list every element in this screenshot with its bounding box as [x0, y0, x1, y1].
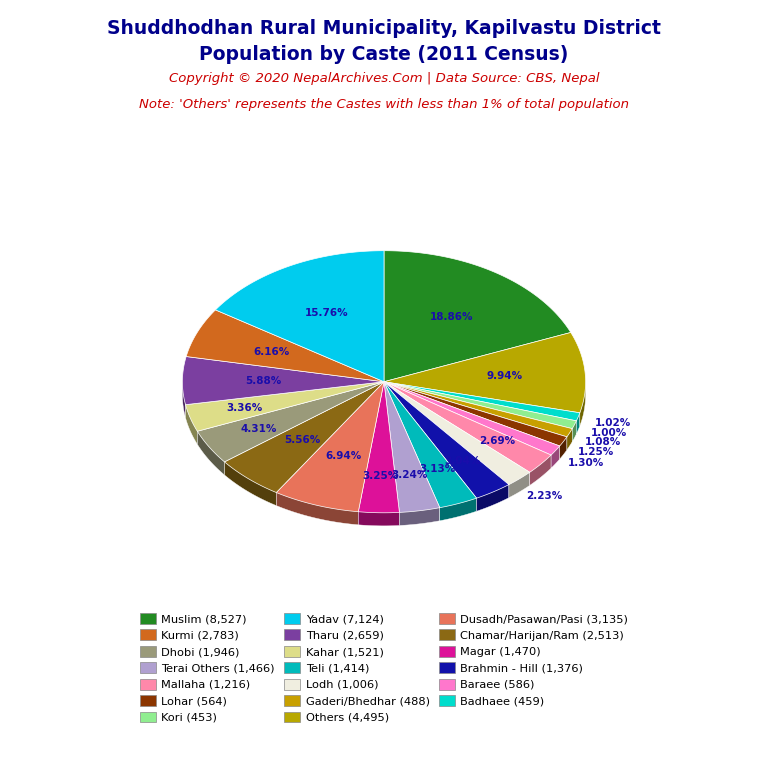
- Polygon shape: [183, 369, 186, 418]
- Text: 3.25%: 3.25%: [362, 471, 399, 481]
- Text: 3.13%: 3.13%: [419, 465, 455, 475]
- Text: 3.36%: 3.36%: [227, 403, 263, 413]
- Polygon shape: [183, 356, 384, 405]
- Polygon shape: [384, 382, 476, 508]
- Text: 3.24%: 3.24%: [392, 469, 428, 479]
- Polygon shape: [359, 382, 399, 513]
- Polygon shape: [197, 418, 224, 475]
- Polygon shape: [440, 485, 476, 521]
- Polygon shape: [551, 433, 560, 468]
- Text: 2.23%: 2.23%: [526, 491, 562, 502]
- Polygon shape: [186, 310, 384, 382]
- Text: 9.94%: 9.94%: [487, 371, 523, 381]
- Polygon shape: [580, 369, 585, 426]
- Polygon shape: [384, 382, 580, 421]
- Polygon shape: [384, 382, 509, 498]
- Polygon shape: [276, 382, 384, 511]
- Polygon shape: [384, 382, 577, 429]
- Text: 6.94%: 6.94%: [325, 451, 361, 461]
- Text: 1.25%: 1.25%: [578, 447, 614, 457]
- Text: Shuddhodhan Rural Municipality, Kapilvastu District: Shuddhodhan Rural Municipality, Kapilvas…: [107, 19, 661, 38]
- Polygon shape: [572, 408, 577, 442]
- Polygon shape: [224, 449, 276, 505]
- Polygon shape: [384, 382, 440, 512]
- Polygon shape: [197, 382, 384, 462]
- Polygon shape: [530, 442, 551, 485]
- Text: Population by Caste (2011 Census): Population by Caste (2011 Census): [200, 45, 568, 64]
- Polygon shape: [476, 472, 509, 511]
- Text: 1.00%: 1.00%: [591, 428, 627, 438]
- Polygon shape: [567, 415, 572, 450]
- Polygon shape: [186, 392, 197, 445]
- Polygon shape: [224, 382, 384, 492]
- Text: 3.04%: 3.04%: [445, 456, 481, 466]
- Polygon shape: [216, 250, 384, 382]
- Text: 4.31%: 4.31%: [240, 424, 276, 434]
- Text: 15.76%: 15.76%: [305, 307, 349, 317]
- Text: 18.86%: 18.86%: [430, 312, 473, 322]
- Polygon shape: [384, 382, 567, 446]
- Text: Copyright © 2020 NepalArchives.Com | Data Source: CBS, Nepal: Copyright © 2020 NepalArchives.Com | Dat…: [169, 72, 599, 85]
- Polygon shape: [384, 382, 560, 455]
- Text: 1.02%: 1.02%: [595, 418, 631, 429]
- Text: Note: 'Others' represents the Castes with less than 1% of total population: Note: 'Others' represents the Castes wit…: [139, 98, 629, 111]
- Polygon shape: [509, 459, 530, 498]
- Polygon shape: [359, 498, 399, 526]
- Text: 1.30%: 1.30%: [568, 458, 604, 468]
- Polygon shape: [399, 495, 440, 525]
- Text: 2.69%: 2.69%: [479, 436, 515, 446]
- Polygon shape: [577, 399, 580, 434]
- Text: 5.56%: 5.56%: [284, 435, 321, 445]
- Polygon shape: [384, 333, 585, 413]
- Polygon shape: [186, 382, 384, 432]
- Text: 5.88%: 5.88%: [245, 376, 281, 386]
- Polygon shape: [384, 250, 571, 382]
- Polygon shape: [384, 382, 551, 472]
- Polygon shape: [276, 479, 359, 525]
- Text: 6.16%: 6.16%: [254, 347, 290, 357]
- Polygon shape: [384, 382, 530, 485]
- Polygon shape: [560, 424, 567, 459]
- Legend: Muslim (8,527), Kurmi (2,783), Dhobi (1,946), Terai Others (1,466), Mallaha (1,2: Muslim (8,527), Kurmi (2,783), Dhobi (1,…: [135, 608, 633, 727]
- Polygon shape: [384, 382, 572, 437]
- Text: 1.08%: 1.08%: [585, 437, 621, 447]
